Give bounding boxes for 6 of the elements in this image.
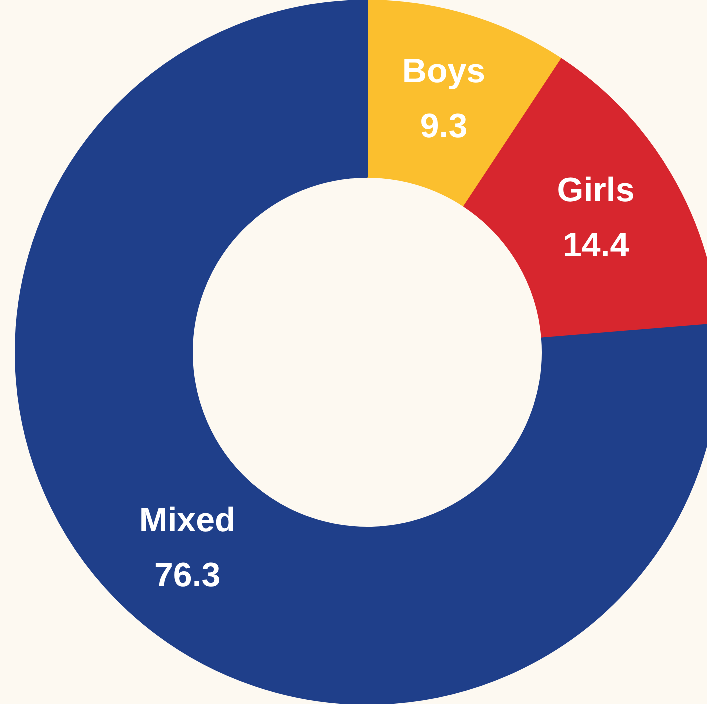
data-label: 76.3 [154,556,221,595]
slice-label: Mixed [139,502,236,540]
slice-label: Boys [402,52,486,90]
slice-label: Girls [557,171,635,210]
data-label: 14.4 [562,226,630,264]
data-label: 9.3 [420,107,468,146]
